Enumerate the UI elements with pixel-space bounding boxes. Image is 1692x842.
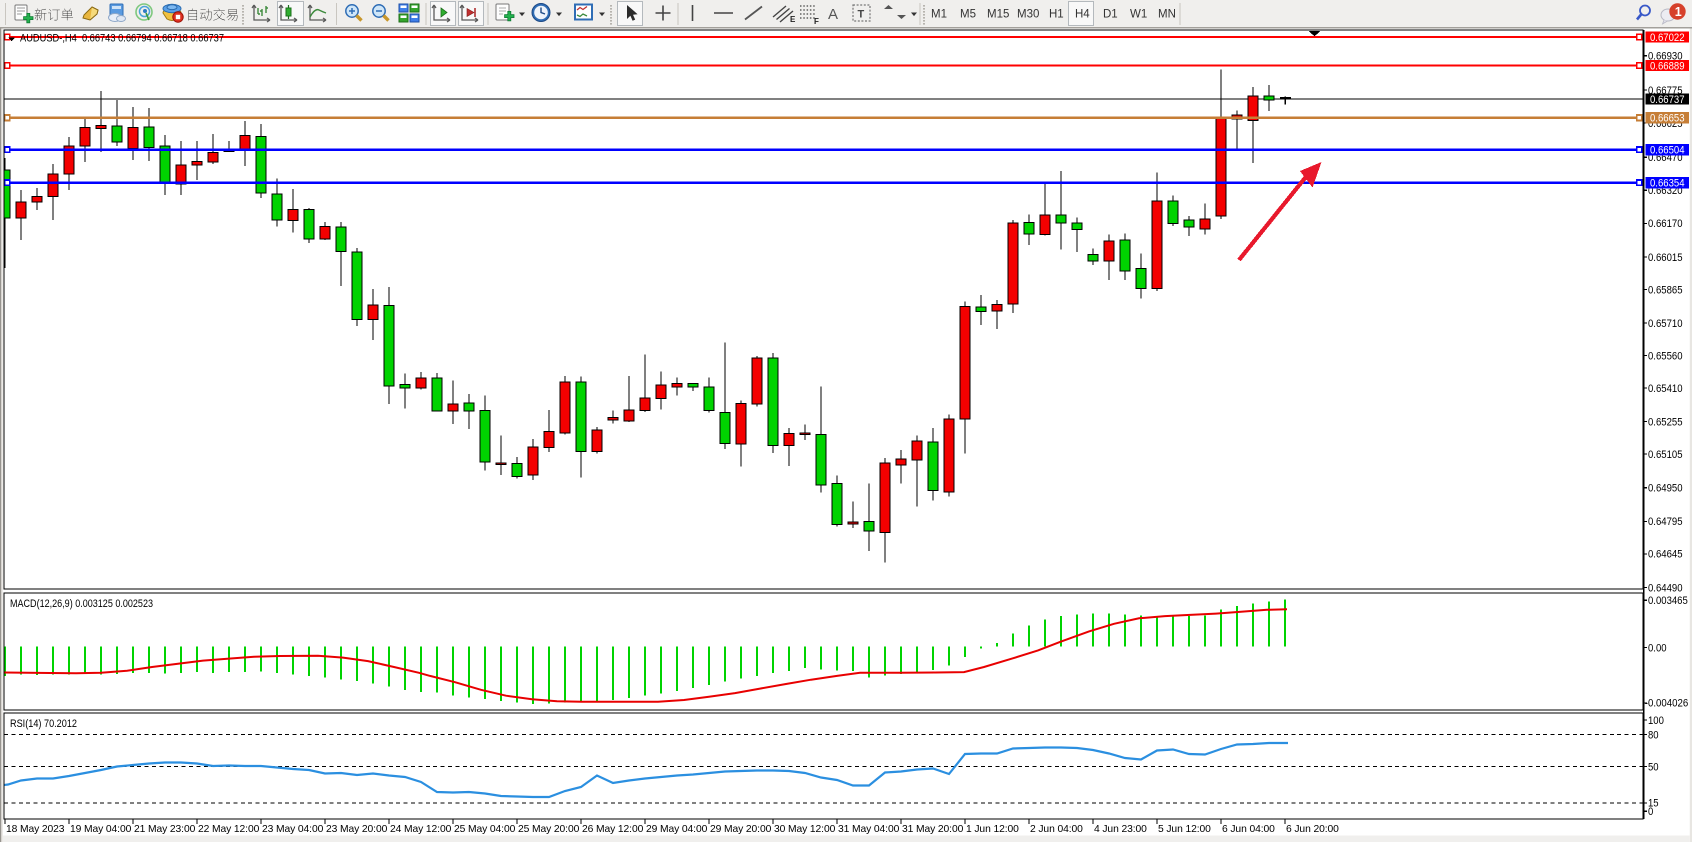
svg-text:31 May 04:00: 31 May 04:00 — [838, 824, 900, 835]
svg-text:D1: D1 — [1103, 9, 1118, 21]
svg-text:0.65865: 0.65865 — [1648, 284, 1683, 296]
svg-text:M15: M15 — [987, 9, 1009, 21]
svg-text:0.66170: 0.66170 — [1648, 218, 1683, 230]
svg-text:M30: M30 — [1017, 9, 1039, 21]
svg-text:30 May 12:00: 30 May 12:00 — [774, 824, 836, 835]
svg-text:19 May 04:00: 19 May 04:00 — [70, 824, 132, 835]
svg-text:25 May 20:00: 25 May 20:00 — [518, 824, 580, 835]
svg-text:100: 100 — [1648, 715, 1664, 727]
svg-text:0.65255: 0.65255 — [1648, 417, 1683, 429]
svg-text:RSI(14) 70.2012: RSI(14) 70.2012 — [10, 718, 77, 730]
svg-text:0.66653: 0.66653 — [1650, 113, 1685, 125]
svg-text:23 May 20:00: 23 May 20:00 — [326, 824, 388, 835]
svg-text:W1: W1 — [1130, 9, 1147, 21]
svg-text:0.66930: 0.66930 — [1648, 51, 1683, 63]
svg-text:0.003465: 0.003465 — [1648, 595, 1688, 607]
svg-text:21 May 23:00: 21 May 23:00 — [134, 824, 196, 835]
svg-text:M1: M1 — [931, 9, 947, 21]
svg-text:15: 15 — [1648, 798, 1659, 810]
svg-text:0.65710: 0.65710 — [1648, 318, 1683, 330]
svg-text:4 Jun 23:00: 4 Jun 23:00 — [1094, 824, 1147, 835]
svg-text:MN: MN — [1158, 9, 1176, 21]
svg-text:H1: H1 — [1049, 9, 1064, 21]
svg-text:0.66504: 0.66504 — [1650, 145, 1685, 157]
svg-text:80: 80 — [1648, 729, 1659, 741]
svg-text:22 May 12:00: 22 May 12:00 — [198, 824, 260, 835]
svg-text:0.64645: 0.64645 — [1648, 549, 1683, 561]
svg-text:26 May 12:00: 26 May 12:00 — [582, 824, 644, 835]
svg-text:0.66625: 0.66625 — [1648, 118, 1683, 130]
svg-text:24 May 12:00: 24 May 12:00 — [390, 824, 452, 835]
svg-text:MACD(12,26,9) 0.003125 0.00252: MACD(12,26,9) 0.003125 0.002523 — [10, 598, 153, 610]
svg-text:AUDUSD-,H4 0.66743 0.66794 0.: AUDUSD-,H4 0.66743 0.66794 0.66718 0.667… — [20, 33, 224, 45]
svg-text:0.66889: 0.66889 — [1650, 61, 1685, 73]
svg-text:0.00: 0.00 — [1648, 642, 1667, 654]
svg-text:5 Jun 12:00: 5 Jun 12:00 — [1158, 824, 1211, 835]
svg-text:29 May 04:00: 29 May 04:00 — [646, 824, 708, 835]
svg-text:6 Jun 04:00: 6 Jun 04:00 — [1222, 824, 1275, 835]
svg-text:E: E — [790, 15, 796, 24]
svg-text:1 Jun 12:00: 1 Jun 12:00 — [966, 824, 1019, 835]
svg-text:A: A — [828, 6, 838, 23]
svg-text:0.64795: 0.64795 — [1648, 516, 1683, 528]
svg-text:0.66737: 0.66737 — [1650, 94, 1685, 106]
svg-text:H4: H4 — [1075, 9, 1090, 21]
svg-text:M5: M5 — [960, 9, 976, 21]
svg-text:2 Jun 04:00: 2 Jun 04:00 — [1030, 824, 1083, 835]
svg-text:25 May 04:00: 25 May 04:00 — [454, 824, 516, 835]
svg-text:0: 0 — [1648, 806, 1653, 818]
svg-text:F: F — [814, 17, 819, 26]
svg-text:0.65560: 0.65560 — [1648, 350, 1683, 362]
svg-text:23 May 04:00: 23 May 04:00 — [262, 824, 324, 835]
svg-text:0.66015: 0.66015 — [1648, 252, 1683, 264]
svg-text:T: T — [858, 9, 865, 21]
svg-text:1: 1 — [1675, 5, 1682, 19]
svg-text:18 May 2023: 18 May 2023 — [6, 824, 65, 835]
svg-text:50: 50 — [1648, 762, 1659, 774]
svg-text:29 May 20:00: 29 May 20:00 — [710, 824, 772, 835]
svg-text:6 Jun 20:00: 6 Jun 20:00 — [1286, 824, 1339, 835]
svg-text:31 May 20:00: 31 May 20:00 — [902, 824, 964, 835]
svg-text:0.65105: 0.65105 — [1648, 449, 1683, 461]
svg-text:0.64490: 0.64490 — [1648, 582, 1683, 594]
svg-text:0.64950: 0.64950 — [1648, 483, 1683, 495]
svg-text:0.66354: 0.66354 — [1650, 178, 1685, 190]
svg-text:0.65410: 0.65410 — [1648, 383, 1683, 395]
svg-text:-0.004026: -0.004026 — [1645, 698, 1688, 710]
svg-text:0.67022: 0.67022 — [1650, 32, 1685, 44]
